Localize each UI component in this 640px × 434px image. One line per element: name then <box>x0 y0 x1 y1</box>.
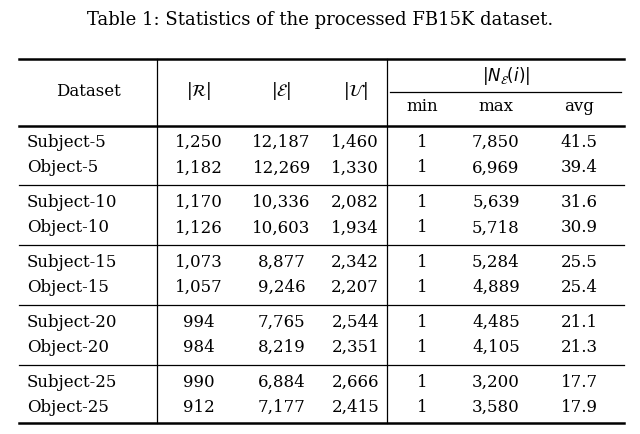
Text: 7,850: 7,850 <box>472 134 520 151</box>
Text: Subject-10: Subject-10 <box>27 194 117 211</box>
Text: 2,082: 2,082 <box>332 194 379 211</box>
Text: $|\mathcal{U}|$: $|\mathcal{U}|$ <box>343 80 367 102</box>
Text: 21.3: 21.3 <box>561 339 598 356</box>
Text: Object-20: Object-20 <box>27 339 109 356</box>
Text: 1,073: 1,073 <box>175 254 222 271</box>
Text: 2,351: 2,351 <box>332 339 379 356</box>
Text: 17.9: 17.9 <box>561 399 598 416</box>
Text: 1: 1 <box>417 159 428 177</box>
Text: 25.4: 25.4 <box>561 279 598 296</box>
Text: 8,877: 8,877 <box>258 254 305 271</box>
Text: $|\mathcal{E}|$: $|\mathcal{E}|$ <box>271 80 292 102</box>
Text: 17.7: 17.7 <box>561 374 598 391</box>
Text: 6,969: 6,969 <box>472 159 520 177</box>
Text: Subject-15: Subject-15 <box>27 254 117 271</box>
Text: 10,603: 10,603 <box>252 219 311 237</box>
Text: Dataset: Dataset <box>56 82 120 100</box>
Text: 990: 990 <box>182 374 214 391</box>
Text: Subject-25: Subject-25 <box>27 374 117 391</box>
Text: 1,057: 1,057 <box>175 279 222 296</box>
Text: 1,182: 1,182 <box>175 159 222 177</box>
Text: 21.1: 21.1 <box>561 314 598 331</box>
Text: 5,639: 5,639 <box>472 194 520 211</box>
Text: 1: 1 <box>417 374 428 391</box>
Text: Object-5: Object-5 <box>27 159 98 177</box>
Text: 2,415: 2,415 <box>332 399 379 416</box>
Text: 1: 1 <box>417 254 428 271</box>
Text: 39.4: 39.4 <box>561 159 598 177</box>
Text: 1: 1 <box>417 339 428 356</box>
Text: 1,460: 1,460 <box>332 134 379 151</box>
Text: 2,207: 2,207 <box>332 279 379 296</box>
Text: 1,934: 1,934 <box>332 219 379 237</box>
Text: 2,342: 2,342 <box>332 254 379 271</box>
Text: 1,250: 1,250 <box>175 134 222 151</box>
Text: 25.5: 25.5 <box>561 254 598 271</box>
Text: 12,269: 12,269 <box>252 159 311 177</box>
Text: 31.6: 31.6 <box>561 194 598 211</box>
Text: Table 1: Statistics of the processed FB15K dataset.: Table 1: Statistics of the processed FB1… <box>87 10 553 29</box>
Text: 3,200: 3,200 <box>472 374 520 391</box>
Text: $|N_{\mathcal{E}}(i)|$: $|N_{\mathcal{E}}(i)|$ <box>481 65 530 87</box>
Text: 1,126: 1,126 <box>175 219 222 237</box>
Text: 4,889: 4,889 <box>472 279 520 296</box>
Text: 7,177: 7,177 <box>258 399 305 416</box>
Text: 994: 994 <box>182 314 214 331</box>
Text: 1: 1 <box>417 194 428 211</box>
Text: 3,580: 3,580 <box>472 399 520 416</box>
Text: 7,765: 7,765 <box>258 314 305 331</box>
Text: avg: avg <box>564 98 594 115</box>
Text: 2,544: 2,544 <box>332 314 379 331</box>
Text: min: min <box>406 98 438 115</box>
Text: 2,666: 2,666 <box>332 374 379 391</box>
Text: 1: 1 <box>417 219 428 237</box>
Text: 5,718: 5,718 <box>472 219 520 237</box>
Text: 1,330: 1,330 <box>332 159 379 177</box>
Text: 4,485: 4,485 <box>472 314 520 331</box>
Text: 9,246: 9,246 <box>258 279 305 296</box>
Text: 5,284: 5,284 <box>472 254 520 271</box>
Text: Object-15: Object-15 <box>27 279 109 296</box>
Text: 1: 1 <box>417 279 428 296</box>
Text: max: max <box>479 98 513 115</box>
Text: 6,884: 6,884 <box>258 374 305 391</box>
Text: 4,105: 4,105 <box>472 339 520 356</box>
Text: 984: 984 <box>182 339 214 356</box>
Text: Subject-20: Subject-20 <box>27 314 117 331</box>
Text: $|\mathcal{R}|$: $|\mathcal{R}|$ <box>186 80 211 102</box>
Text: 30.9: 30.9 <box>561 219 598 237</box>
Text: Object-25: Object-25 <box>27 399 109 416</box>
Text: Object-10: Object-10 <box>27 219 109 237</box>
Text: 10,336: 10,336 <box>252 194 311 211</box>
Text: 12,187: 12,187 <box>252 134 311 151</box>
Text: 41.5: 41.5 <box>561 134 598 151</box>
Text: 8,219: 8,219 <box>258 339 305 356</box>
Text: 1: 1 <box>417 314 428 331</box>
Text: Subject-5: Subject-5 <box>27 134 107 151</box>
Text: 1,170: 1,170 <box>175 194 222 211</box>
Text: 912: 912 <box>182 399 214 416</box>
Text: 1: 1 <box>417 399 428 416</box>
Text: 1: 1 <box>417 134 428 151</box>
